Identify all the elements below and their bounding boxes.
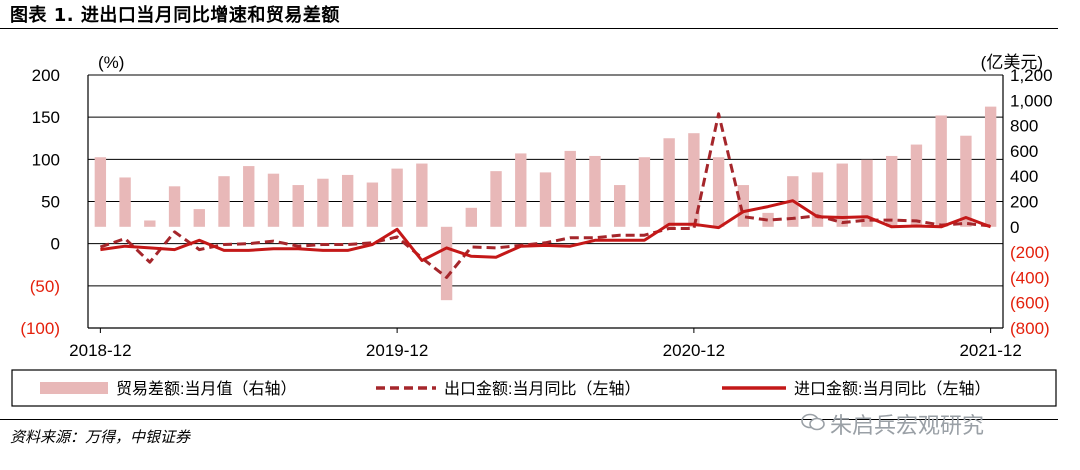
- source-note: 资料来源：万得，中银证券: [10, 428, 191, 446]
- trade-balance-bar: [638, 157, 651, 227]
- left-tick-label: (50): [30, 277, 60, 296]
- export-yoy-line: [99, 112, 991, 279]
- trade-balance-bar: [416, 163, 428, 227]
- bar-series: [94, 106, 997, 301]
- trade-balance-bar: [984, 106, 997, 227]
- left-axis-unit: (%): [98, 53, 124, 72]
- trade-balance-bar: [218, 176, 230, 227]
- right-tick-label: (200): [1010, 243, 1050, 262]
- trade-balance-bar: [317, 178, 329, 227]
- bottom-rule: [0, 419, 1058, 420]
- wechat-icon: [801, 413, 825, 431]
- trade-balance-bar: [688, 133, 700, 227]
- trade-balance-bar: [737, 185, 750, 227]
- x-tick-label: 2019-12: [366, 341, 428, 360]
- x-tick-label: 2021-12: [959, 341, 1021, 360]
- trade-balance-bar: [861, 159, 873, 227]
- import-yoy-line: [100, 199, 992, 262]
- trade-balance-bar: [539, 172, 552, 227]
- legend: 贸易差额:当月值（右轴） 出口金额:当月同比（左轴） 进口金额:当月同比（左轴）: [11, 369, 1057, 407]
- trade-balance-bar: [193, 209, 205, 227]
- right-tick-label: 0: [1010, 218, 1019, 237]
- legend-box: [11, 369, 1057, 407]
- legend-swatch-bar: [40, 382, 108, 394]
- left-tick-label: 100: [32, 150, 60, 169]
- right-tick-label: 800: [1010, 117, 1038, 136]
- left-tick-label: 0: [51, 235, 60, 254]
- top-rule: [0, 28, 1058, 29]
- chart: 200 150 100 50 0 (50) (100) 1,200 1,000 800 600 400…: [11, 53, 1057, 407]
- right-tick-label: (400): [1010, 268, 1050, 287]
- trade-balance-bar: [762, 212, 774, 227]
- trade-balance-bar: [391, 168, 403, 227]
- trade-balance-bar: [243, 166, 255, 227]
- right-tick-label: 1,200: [1010, 66, 1053, 85]
- legend-label-import: 进口金额:当月同比（左轴）: [794, 380, 990, 398]
- legend-label-export: 出口金额:当月同比（左轴）: [444, 380, 640, 398]
- right-tick-label: 1,000: [1010, 91, 1053, 110]
- trade-balance-bar: [836, 163, 848, 227]
- trade-balance-bar: [440, 226, 453, 301]
- trade-balance-bar: [960, 135, 972, 227]
- trade-balance-bar: [589, 155, 601, 227]
- right-tick-label: 600: [1010, 142, 1038, 161]
- trade-balance-bar: [144, 220, 156, 227]
- right-tick-label: (600): [1010, 294, 1050, 313]
- watermark: 朱启兵宏观研究: [830, 414, 985, 439]
- x-tick-label: 2020-12: [663, 341, 725, 360]
- legend-label-bar: 贸易差额:当月值（右轴）: [116, 380, 296, 398]
- line-series: [99, 112, 992, 279]
- trade-balance-bar: [267, 173, 280, 227]
- trade-balance-bar: [935, 115, 947, 227]
- trade-balance-bar: [614, 185, 626, 227]
- left-tick-label: 150: [32, 108, 60, 127]
- right-tick-label: (800): [1010, 319, 1050, 338]
- trade-balance-bar: [564, 150, 576, 227]
- trade-balance-bar: [366, 182, 379, 227]
- trade-balance-bar: [119, 177, 131, 227]
- trade-balance-bar: [465, 207, 477, 227]
- right-tick-label: 200: [1010, 193, 1038, 212]
- trade-balance-bar: [490, 171, 502, 227]
- left-tick-label: 50: [41, 193, 60, 212]
- trade-balance-bar: [712, 157, 725, 227]
- trade-balance-bar: [811, 172, 824, 227]
- trade-balance-bar: [341, 174, 354, 227]
- trade-balance-bar: [663, 138, 675, 227]
- chart-title: 图表 1. 进出口当月同比增速和贸易差额: [10, 5, 340, 26]
- x-tick-label: 2018-12: [69, 341, 131, 360]
- trade-balance-bar: [515, 153, 527, 227]
- trade-balance-bar: [168, 186, 181, 227]
- left-tick-label: (100): [20, 319, 60, 338]
- trade-balance-bar: [94, 157, 107, 227]
- right-tick-label: 400: [1010, 167, 1038, 186]
- trade-balance-bar: [886, 155, 898, 227]
- right-axis-unit: (亿美元): [981, 53, 1043, 72]
- axes: 200 150 100 50 0 (50) (100) 1,200 1,000 800 600 400…: [20, 53, 1052, 360]
- trade-balance-bar: [292, 185, 304, 227]
- left-tick-label: 200: [32, 66, 60, 85]
- trade-balance-bar: [910, 144, 923, 227]
